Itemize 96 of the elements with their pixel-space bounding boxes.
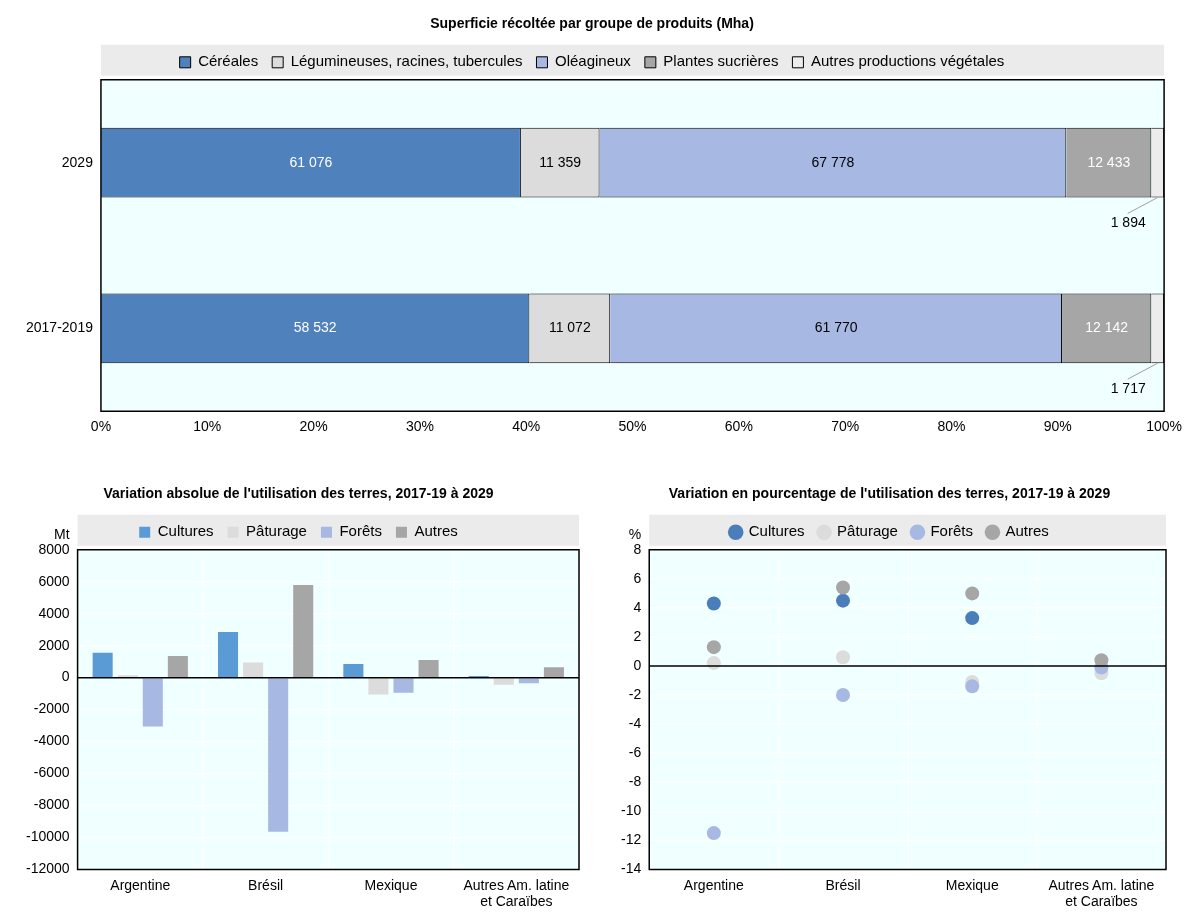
- point: [965, 611, 980, 626]
- point: [706, 640, 721, 655]
- legend-label: Autres: [414, 522, 458, 540]
- legend-label: Pâturage: [837, 522, 898, 540]
- bar: [293, 584, 314, 677]
- y-tick-label: -8: [628, 773, 642, 790]
- point: [836, 593, 851, 608]
- legend-label: Forêts: [339, 522, 382, 540]
- legend-label: Cultures: [748, 522, 805, 540]
- annotation: 1 717: [1110, 380, 1146, 397]
- bar: [167, 656, 188, 677]
- annotation: 58 532: [293, 319, 337, 336]
- annotation: 11 359: [539, 153, 582, 170]
- point: [965, 679, 980, 694]
- bar: [418, 660, 439, 677]
- point: [706, 596, 721, 611]
- bar: [92, 652, 113, 677]
- legend-label: Légumineuses, racines, tubercules: [290, 52, 523, 70]
- chart-title: Superficie récoltée par groupe de produits (Mha): [430, 15, 754, 32]
- bar: [343, 664, 364, 677]
- y-tick-label: 4000: [38, 604, 70, 621]
- y-axis-title: %: [628, 525, 642, 542]
- point: [836, 650, 851, 665]
- x-tick-label: Argentine: [683, 876, 745, 893]
- y-tick-label: 4: [633, 598, 642, 615]
- annotation: 11 072: [548, 319, 591, 336]
- bar: [217, 632, 239, 677]
- x-tick-label: 10%: [193, 418, 222, 435]
- y-tick-label: -12000: [26, 860, 70, 877]
- x-tick-label: 70%: [831, 418, 860, 435]
- x-tick-label: Mexique: [945, 876, 999, 893]
- y-tick-label: 0: [61, 668, 70, 685]
- y-tick-label: 2017-2019: [26, 319, 94, 336]
- x-tick-label: 20%: [299, 418, 328, 435]
- y-tick-label: -4: [628, 714, 642, 731]
- legend-label: Céréales: [198, 52, 259, 70]
- y-tick-label: -4000: [33, 732, 70, 749]
- bar: [493, 678, 514, 685]
- bar: [518, 678, 539, 684]
- y-axis-title: Mt: [54, 525, 70, 542]
- chart-title: Variation en pourcentage de l'utilisation des terres, 2017-19 à 2029: [668, 485, 1111, 502]
- x-tick-label: Brésil: [248, 876, 284, 893]
- legend-label: Forêts: [930, 522, 973, 540]
- y-tick-label: -14: [621, 860, 642, 877]
- x-tick-label: 50%: [618, 418, 647, 435]
- y-tick-label: 0: [633, 656, 642, 673]
- bar: [243, 662, 264, 677]
- y-tick-label: 8000: [38, 540, 70, 557]
- x-tick-label: 60%: [724, 418, 753, 435]
- bar: [543, 667, 564, 677]
- chart-title: Variation absolue de l'utilisation des terres, 2017-19 à 2029: [103, 485, 494, 502]
- y-tick-label: 2000: [38, 636, 70, 653]
- annotation: 67 778: [811, 153, 855, 170]
- legend-label: Cultures: [157, 522, 214, 540]
- annotation: 61 076: [289, 153, 333, 170]
- legend-label: Oléagineux: [554, 52, 632, 70]
- bar: [268, 678, 289, 832]
- bar: [142, 678, 163, 727]
- point: [706, 826, 721, 841]
- y-tick-label: -6000: [33, 764, 70, 781]
- annotation: 12 142: [1085, 319, 1129, 336]
- y-tick-label: -2: [628, 685, 642, 702]
- x-tick-label: Autres Am. latine et Caraïbes: [463, 876, 570, 910]
- y-tick-label: -10: [621, 802, 642, 819]
- legend-label: Autres productions végétales: [810, 52, 1005, 70]
- y-tick-label: -8000: [33, 796, 70, 813]
- point: [965, 586, 980, 601]
- x-tick-label: 0%: [90, 418, 112, 435]
- bar: [368, 678, 389, 695]
- x-tick-label: Autres Am. latine et Caraïbes: [1048, 876, 1155, 910]
- x-tick-label: 100%: [1146, 418, 1182, 435]
- y-tick-label: 2: [633, 627, 642, 644]
- y-tick-label: -12: [621, 831, 642, 848]
- legend-label: Plantes sucrières: [663, 52, 779, 70]
- legend-label: Autres: [1005, 522, 1049, 540]
- annotation: 61 770: [814, 319, 858, 336]
- y-tick-label: -10000: [26, 828, 70, 845]
- annotation: 12 433: [1087, 153, 1131, 170]
- x-tick-label: Argentine: [110, 876, 171, 893]
- y-tick-label: -6: [628, 744, 642, 761]
- y-tick-label: 2029: [61, 153, 94, 170]
- annotation: 1 894: [1110, 214, 1146, 231]
- x-tick-label: Brésil: [825, 876, 861, 893]
- y-tick-label: -2000: [33, 700, 70, 717]
- legend-label: Pâturage: [246, 522, 307, 540]
- y-tick-label: 6: [633, 569, 642, 586]
- point: [836, 580, 851, 595]
- x-tick-label: 90%: [1043, 418, 1072, 435]
- bar: [393, 678, 414, 693]
- y-tick-label: 6000: [38, 572, 70, 589]
- x-tick-label: 40%: [512, 418, 541, 435]
- x-tick-label: 80%: [937, 418, 966, 435]
- y-tick-label: 8: [633, 540, 642, 557]
- x-tick-label: Mexique: [364, 876, 418, 893]
- point: [836, 688, 851, 703]
- x-tick-label: 30%: [405, 418, 434, 435]
